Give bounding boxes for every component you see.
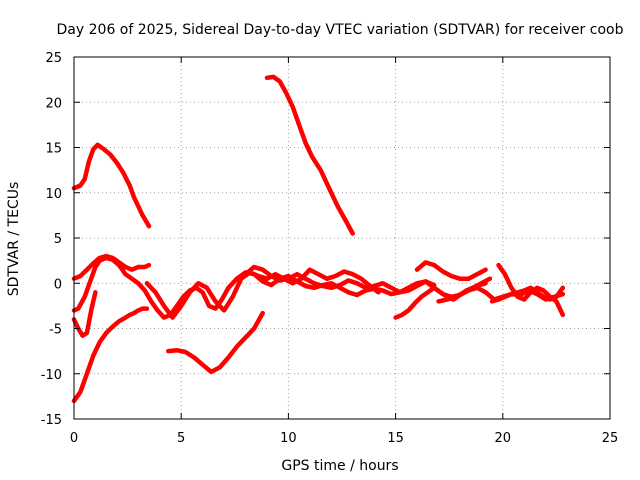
series-line-arc-14 xyxy=(489,285,566,304)
tick-layer: 0 5 10 15 20 25 -15 -10 -5 0 5 10 15 20 25 xyxy=(41,51,619,446)
x-tick-label: 25 xyxy=(602,431,619,446)
series-line-arc-1 xyxy=(71,142,152,229)
series-line-arc-7 xyxy=(71,253,152,281)
series-line-arc-4 xyxy=(166,310,265,375)
y-tick-label: 0 xyxy=(54,277,62,292)
series-line-arc-12 xyxy=(436,276,493,304)
series-layer xyxy=(71,74,566,404)
x-tick-label: 0 xyxy=(70,431,78,446)
x-tick-label: 10 xyxy=(280,431,297,446)
x-tick-label: 5 xyxy=(177,431,185,446)
y-tick-label: -5 xyxy=(49,323,62,338)
y-tick-label: 10 xyxy=(45,187,62,202)
y-tick-label: 5 xyxy=(54,232,62,247)
y-tick-label: -10 xyxy=(41,368,62,383)
series-line-arc-8 xyxy=(144,267,381,320)
y-tick-label: 15 xyxy=(45,142,62,157)
series-line-arc-3 xyxy=(71,306,150,404)
x-tick-label: 15 xyxy=(387,431,404,446)
x-axis-label: GPS time / hours xyxy=(281,458,398,474)
series-line-arc-11 xyxy=(414,260,488,281)
series-line-arc-5 xyxy=(71,290,98,338)
y-tick-label: 20 xyxy=(45,96,62,111)
series-line-arc-2 xyxy=(264,74,355,236)
chart-title: Day 206 of 2025, Sidereal Day-to-day VTE… xyxy=(57,22,624,38)
x-tick-label: 20 xyxy=(495,431,512,446)
y-axis-label: SDTVAR / TECUs xyxy=(6,182,22,297)
series-line-arc-9 xyxy=(243,264,437,295)
y-tick-label: 25 xyxy=(45,51,62,66)
grid-layer xyxy=(74,57,610,419)
y-tick-label: -15 xyxy=(41,413,62,428)
